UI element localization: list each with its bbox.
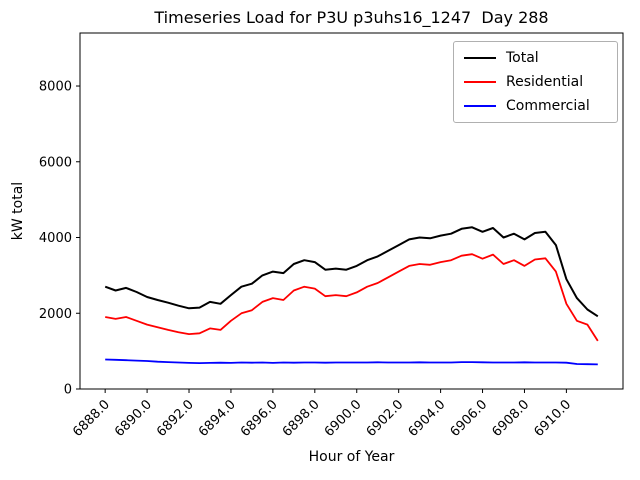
x-tick-label: 6892.0 <box>154 397 197 440</box>
x-tick-label: 6900.0 <box>322 397 365 440</box>
legend-item-commercial: Commercial <box>464 98 607 114</box>
legend-line-sample-residential <box>464 81 496 83</box>
legend-item-residential: Residential <box>464 74 607 90</box>
legend-label-commercial: Commercial <box>506 98 590 114</box>
series-line-commercial <box>105 358 598 366</box>
x-tick-label: 6902.0 <box>364 397 407 440</box>
series-line-total <box>104 226 599 318</box>
x-tick-label: 6908.0 <box>490 397 533 440</box>
legend-line-sample-commercial <box>464 105 496 107</box>
legend-line-sample-total <box>464 57 496 59</box>
chart-title: Timeseries Load for P3U p3uhs16_1247 Day… <box>154 8 549 27</box>
x-tick-label: 6896.0 <box>238 397 281 440</box>
x-tick-label: 6906.0 <box>448 397 491 440</box>
axes-frame <box>79 32 624 390</box>
legend: Total Residential Commercial <box>453 41 618 123</box>
x-axis-label: Hour of Year <box>308 449 395 465</box>
legend-item-total: Total <box>464 50 607 66</box>
y-axis-label: kW total <box>10 181 26 241</box>
x-tick-label: 6888.0 <box>70 397 113 440</box>
x-tick-label: 6910.0 <box>531 397 574 440</box>
y-tick-label: 2000 <box>39 307 72 322</box>
x-tick-label: 6904.0 <box>406 397 449 440</box>
legend-label-total: Total <box>506 50 539 66</box>
y-tick-label: 4000 <box>39 231 72 246</box>
series-line-residential <box>105 253 599 342</box>
x-tick-label: 6894.0 <box>196 397 239 440</box>
x-tick-label: 6890.0 <box>112 397 155 440</box>
legend-label-residential: Residential <box>506 74 584 90</box>
x-tick-label: 6898.0 <box>280 397 323 440</box>
y-tick-label: 0 <box>64 383 72 398</box>
y-tick-label: 8000 <box>39 80 72 95</box>
y-tick-label: 6000 <box>39 155 72 170</box>
